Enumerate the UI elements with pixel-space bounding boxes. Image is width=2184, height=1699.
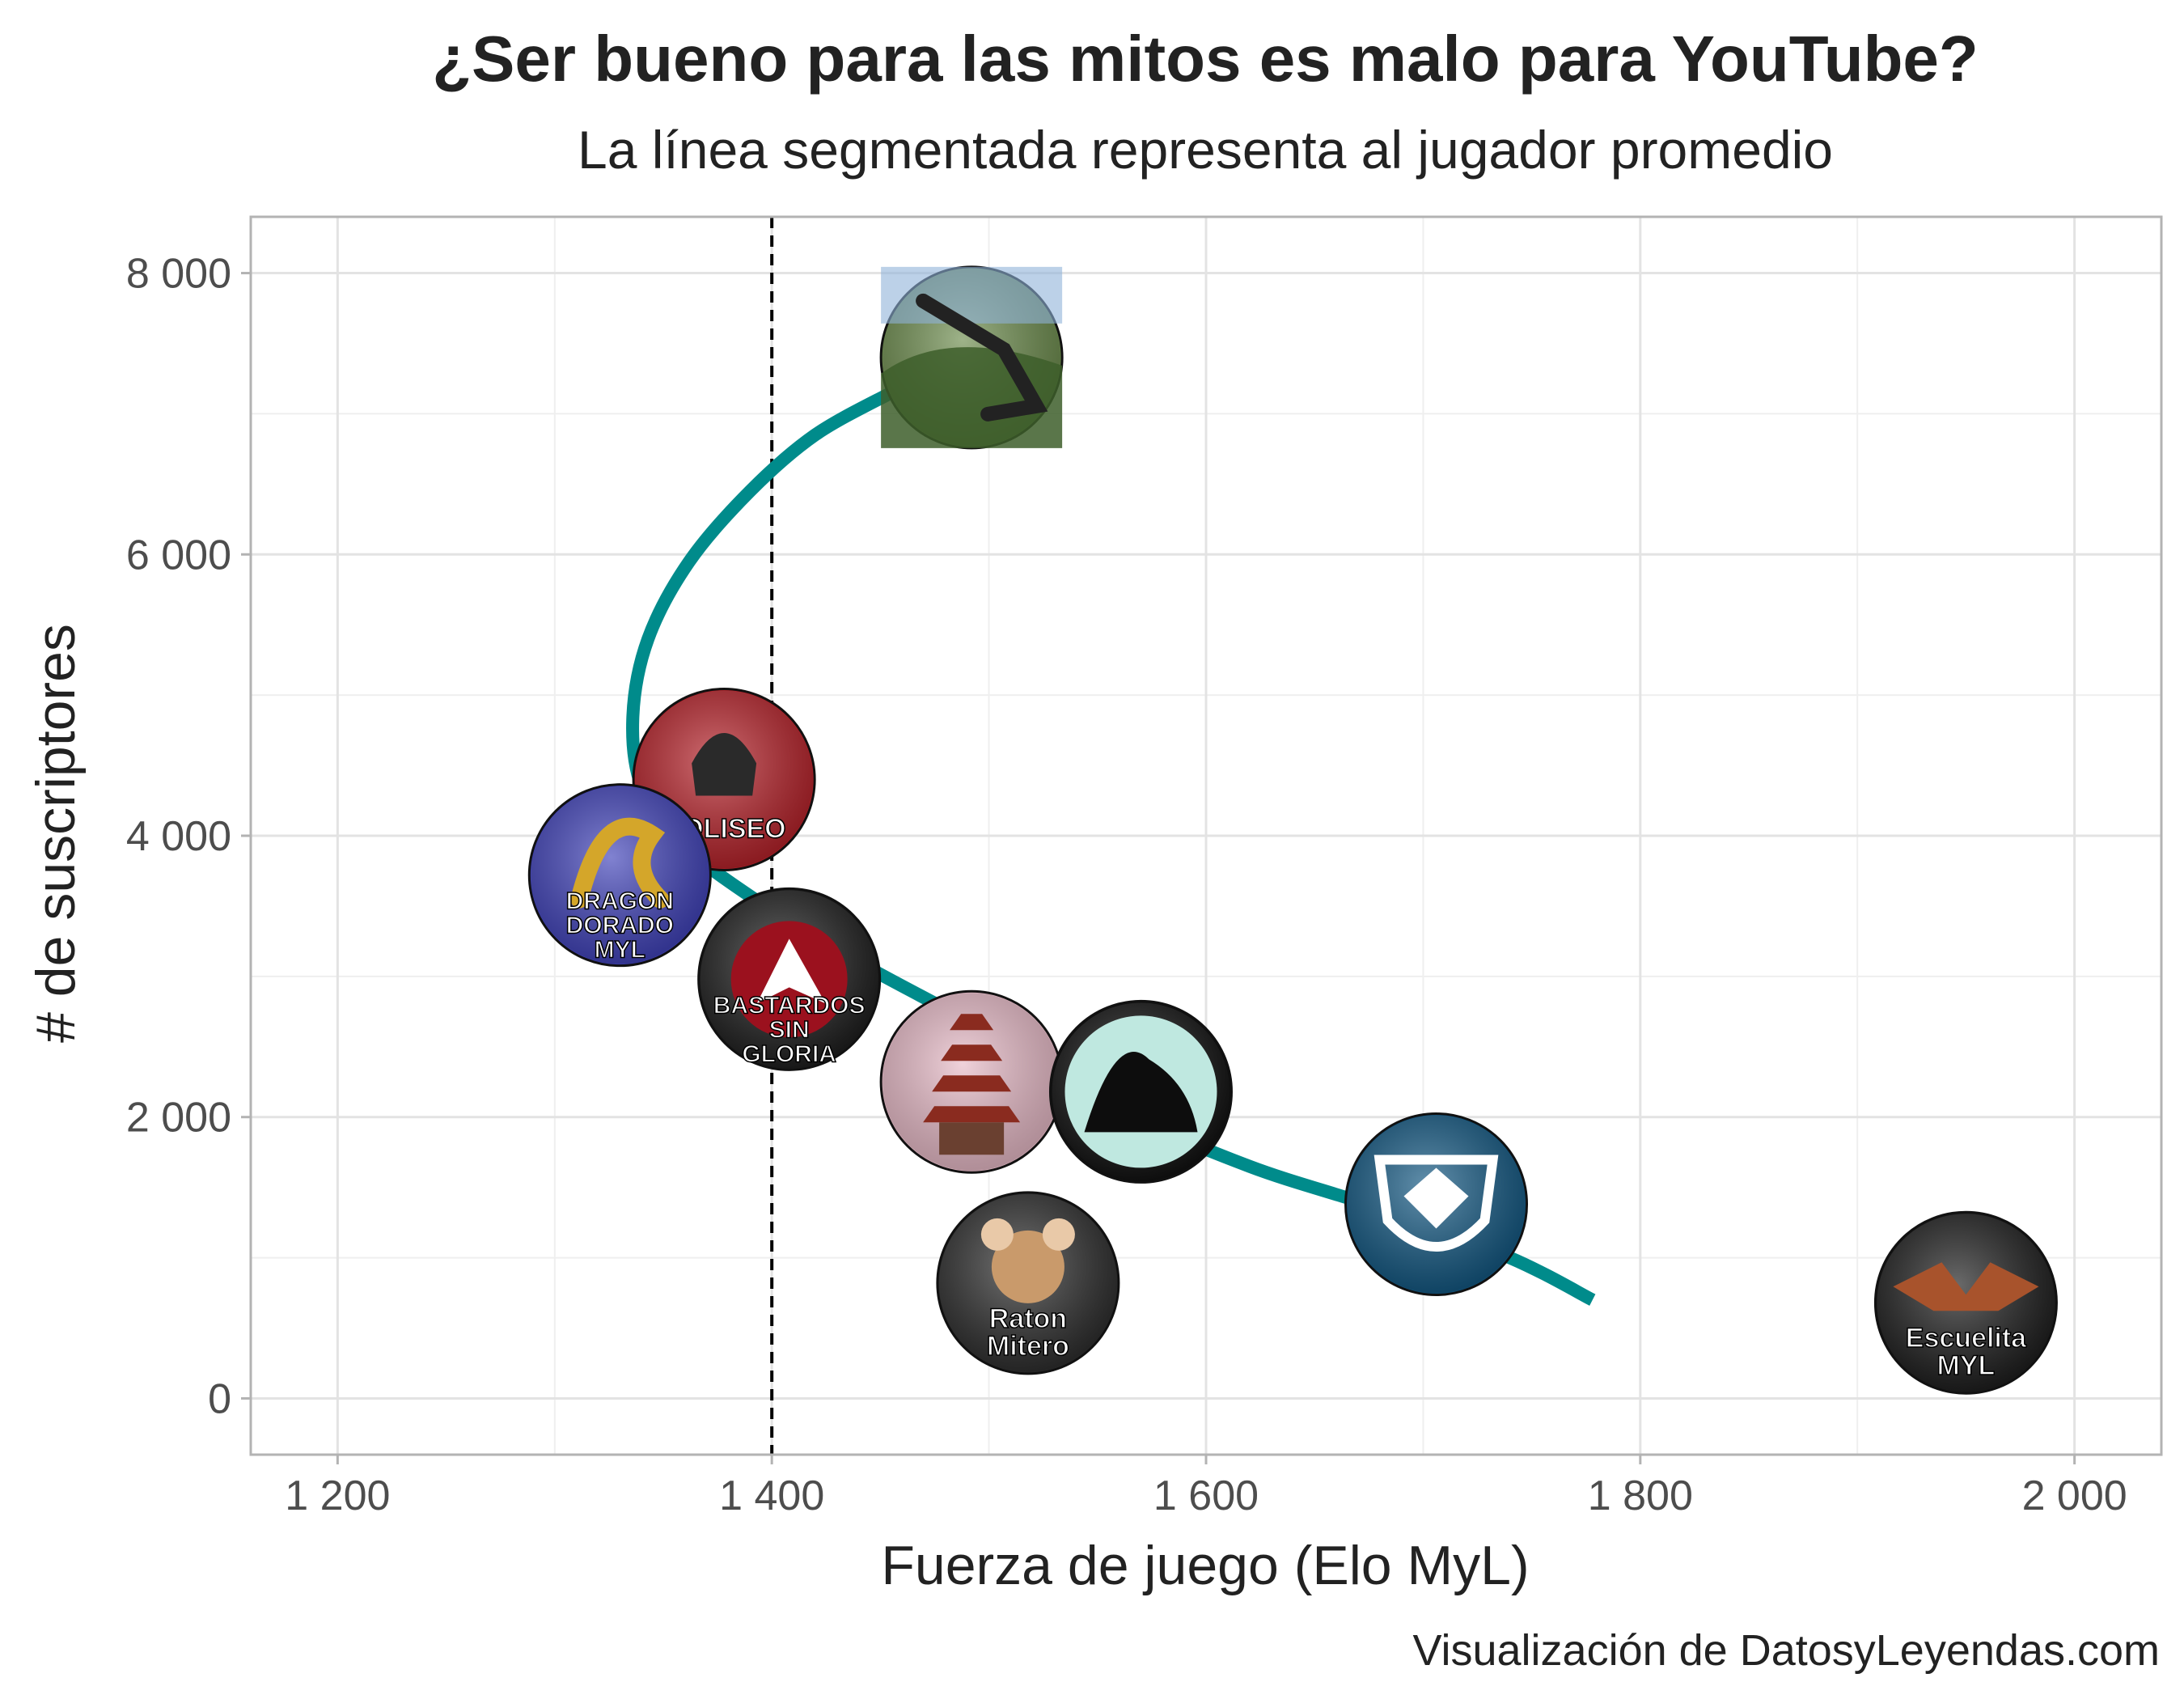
mouse-ear [1042,1218,1075,1251]
caption: Visualización de DatosyLeyendas.com [1412,1626,2160,1675]
wolf-shield-logo [1344,1112,1529,1297]
axis-ticks: 1 200 1 400 1 600 1 800 2 000 0 2 000 4 000 6 00… [126,251,2127,1519]
y-tick-label: 0 [208,1375,231,1422]
y-tick-label: 8 000 [126,251,231,298]
escuelita-myl-logo: Escuelita MYL [1873,1210,2058,1395]
helmet-shape [692,732,757,796]
logo-text: DRAGON DORADO MYL [566,888,674,964]
y-axis-title: # de suscriptores [25,624,87,1043]
sky-shape [881,266,1063,324]
chart-subtitle: La línea segmentada representa al jugado… [578,120,1833,180]
x-tick-label: 1 800 [1588,1472,1693,1519]
black-dragon-logo [1048,999,1233,1184]
pagoda-roof [950,1014,994,1031]
pagoda-logo [879,989,1064,1174]
mouse-head-shape [991,1230,1064,1303]
x-tick-label: 2 000 [2022,1472,2127,1519]
grid [251,217,2161,1455]
gold-dragon-shape [570,817,670,909]
landscape-photo [879,265,1064,450]
x-tick-label: 1 200 [285,1472,390,1519]
pagoda-roof [941,1044,1003,1061]
x-axis-title: Fuerza de juego (Elo MyL) [881,1535,1529,1596]
wolf-head-shape [1403,1167,1469,1229]
chart-title: ¿Ser bueno para las mitos es malo para Y… [432,23,1979,95]
y-tick-label: 4 000 [126,813,231,860]
logo-text: Escuelita MYL [1906,1323,2027,1381]
dragon-head-shape [756,938,826,1004]
dragon-silhouette [1084,1052,1198,1133]
raton-mitero-logo: Raton Mitero [936,1191,1120,1375]
mouse-ear [980,1218,1014,1251]
person-shape [916,293,1048,422]
x-tick-label: 1 600 [1153,1472,1259,1519]
pagoda-roof [932,1075,1012,1092]
x-tick-label: 1 400 [719,1472,824,1519]
pagoda-base [939,1122,1005,1155]
shield-shape [1373,1155,1499,1252]
logo-text: Raton Mitero [987,1303,1069,1362]
logo-shade [531,786,709,964]
y-tick-label: 2 000 [126,1095,231,1142]
pagoda-roof [923,1106,1021,1123]
dragon-wings-shape [1893,1262,2039,1311]
logo-text: BASTARDOS SIN GLORIA [713,992,866,1067]
y-tick-label: 6 000 [126,532,231,578]
bastardos-sin-gloria-logo: BASTARDOS SIN GLORIA [697,887,882,1071]
dragon-dorado-logo: DRAGON DORADO MYL [527,783,712,968]
